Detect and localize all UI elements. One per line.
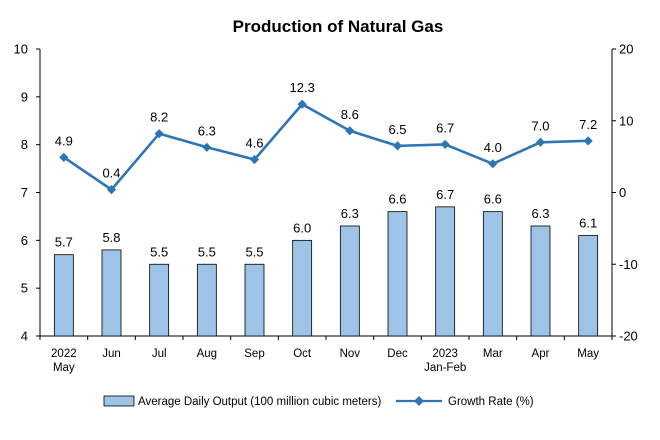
bar-data-label: 5.7 [55, 235, 73, 250]
bar-data-label: 6.3 [341, 206, 359, 221]
y-left-tick-label: 9 [21, 89, 28, 104]
bar [530, 225, 551, 337]
bar-data-labels: 5.7 5.8 5.5 5.5 5.5 6.0 6.3 6.6 6.7 6.6 6.3 6.1 [55, 187, 597, 259]
x-tick-label: Apr [532, 348, 550, 360]
legend-line-label: Growth Rate (%) [448, 396, 534, 408]
line-data-label: 4.9 [55, 133, 73, 148]
bar [53, 254, 74, 337]
bar-data-label: 5.8 [102, 230, 120, 245]
line-data-label: 7.2 [579, 117, 597, 132]
y-left-tick-label: 10 [14, 42, 28, 57]
bar-data-label: 5.5 [245, 244, 263, 259]
line-marker [488, 159, 498, 169]
line-data-label: 4.0 [484, 140, 502, 155]
line-marker [583, 136, 593, 146]
x-tick-label: May [577, 348, 599, 360]
line-data-label: 6.7 [436, 120, 454, 135]
bar-data-label: 6.1 [579, 216, 597, 231]
y-left-tick-label: 8 [21, 137, 28, 152]
bar-data-label: 6.0 [293, 220, 311, 235]
line-marker [392, 141, 403, 151]
bar-data-label: 6.3 [531, 206, 549, 221]
x-tick-label: 2023 [432, 348, 458, 360]
y-right-tick-label: 10 [619, 113, 633, 128]
bar-data-label: 6.6 [484, 192, 502, 207]
legend: Average Daily Output (100 million cubic … [103, 395, 534, 408]
bar [149, 263, 170, 337]
y-right-tick-label: 20 [619, 42, 633, 57]
line-marker [440, 139, 450, 150]
line-marker [249, 154, 260, 165]
line-marker [345, 126, 355, 136]
bar [482, 211, 503, 337]
bar [292, 239, 313, 337]
bar [435, 206, 456, 337]
axes: 4 5 6 7 8 9 10 -20 -10 0 10 20 [14, 42, 638, 344]
x-tick-label: Mar [483, 348, 503, 360]
bar-data-label: 5.5 [150, 244, 168, 259]
line-data-label: 7.0 [531, 118, 549, 133]
line-marker [297, 99, 307, 109]
bar [578, 235, 599, 337]
y-right-tick-label: -20 [619, 329, 638, 344]
bar [339, 225, 360, 337]
x-tick-label: Oct [293, 348, 312, 360]
bar [101, 249, 122, 337]
x-axis-tick-labels: 2022 May Jun Jul Aug Sep Oct Nov Dec 2023 Jan-Feb M… [51, 348, 599, 374]
line-data-labels: 4.9 0.4 8.2 6.3 4.6 12.3 8.6 6.5 6.7 4.0 7.0 7.2 [55, 80, 597, 180]
x-tick-label: Jan-Feb [424, 362, 466, 374]
x-tick-label: Nov [340, 348, 361, 360]
y-left-tick-label: 5 [21, 281, 28, 296]
bar-data-label: 5.5 [198, 244, 216, 259]
y-left-tick-label: 6 [21, 233, 28, 248]
line-marker [535, 137, 546, 147]
y-right-tick-label: 0 [619, 185, 626, 200]
bar [196, 263, 217, 337]
x-tick-label: May [53, 362, 75, 374]
line-data-label: 4.6 [245, 135, 263, 150]
line-data-label: 8.2 [150, 110, 168, 125]
chart-title: Production of Natural Gas [233, 17, 444, 36]
line-data-label: 6.3 [198, 123, 216, 138]
line-data-label: 12.3 [290, 80, 315, 95]
legend-bar-label: Average Daily Output (100 million cubic … [138, 396, 381, 408]
bar-data-label: 6.6 [388, 192, 406, 207]
x-tick-label: 2022 [51, 348, 77, 360]
x-tick-label: Dec [387, 348, 408, 360]
bar-series [53, 206, 599, 337]
y-left-tick-label: 7 [21, 185, 28, 200]
line-marker [59, 152, 69, 162]
x-tick-label: Aug [197, 348, 217, 360]
x-tick-label: Jul [152, 348, 167, 360]
line-data-label: 8.6 [341, 107, 359, 122]
bar [244, 263, 265, 337]
bar-data-label: 6.7 [436, 187, 454, 202]
x-tick-label: Sep [244, 348, 264, 360]
x-tick-label: Jun [102, 348, 121, 360]
legend-line-marker [414, 396, 424, 406]
growth-rate-line [63, 102, 589, 191]
line-marker [202, 142, 212, 152]
y-right-tick-label: -10 [619, 257, 638, 272]
line-data-label: 0.4 [102, 166, 120, 181]
line-data-label: 6.5 [388, 122, 406, 137]
line-marker [106, 185, 117, 195]
legend-bar-swatch [103, 395, 135, 407]
bar [387, 211, 408, 337]
y-left-tick-label: 4 [21, 329, 28, 344]
line-marker [154, 129, 164, 139]
line-series [59, 99, 593, 195]
